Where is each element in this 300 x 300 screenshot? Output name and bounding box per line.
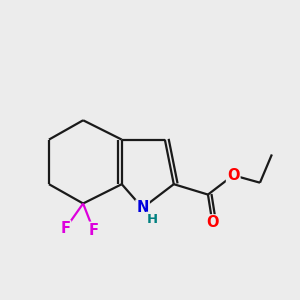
Text: N: N — [136, 200, 149, 215]
Text: O: O — [206, 215, 219, 230]
Text: F: F — [88, 223, 98, 238]
Text: O: O — [227, 168, 239, 183]
Text: H: H — [146, 213, 158, 226]
Text: F: F — [60, 221, 70, 236]
